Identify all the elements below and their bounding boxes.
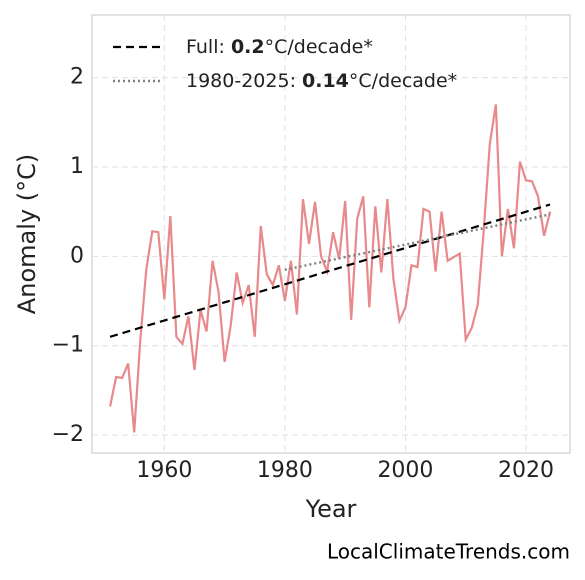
y-tick-label: 1	[70, 154, 84, 179]
y-tick-label: −2	[52, 422, 84, 447]
legend-label: Full: 0.2°C/decade*	[186, 36, 373, 58]
y-tick-label: 0	[70, 243, 84, 268]
y-tick-label: −1	[52, 333, 84, 358]
x-axis-label: Year	[305, 495, 357, 523]
x-tick-label: 1980	[257, 458, 313, 483]
y-tick-label: 2	[70, 65, 84, 90]
trend-line	[109, 203, 551, 338]
legend-suffix: °C/decade*	[265, 36, 373, 58]
x-tick-label: 2000	[377, 458, 433, 483]
x-tick-label: 2020	[498, 458, 554, 483]
trend-line	[284, 213, 551, 271]
data-line	[109, 104, 552, 433]
legend-prefix: Full:	[186, 36, 231, 58]
legend-trend: 0.2	[231, 36, 265, 58]
legend-label: 1980-2025: 0.14°C/decade*	[186, 70, 457, 92]
source: LocalClimateTrends.com	[327, 540, 570, 564]
legend-trend: 0.14	[302, 70, 349, 92]
legend-suffix: °C/decade*	[349, 70, 457, 92]
y-axis-label: Anomaly (°C)	[13, 154, 41, 314]
x-tick-label: 1960	[136, 458, 192, 483]
legend-prefix: 1980-2025:	[186, 70, 302, 92]
